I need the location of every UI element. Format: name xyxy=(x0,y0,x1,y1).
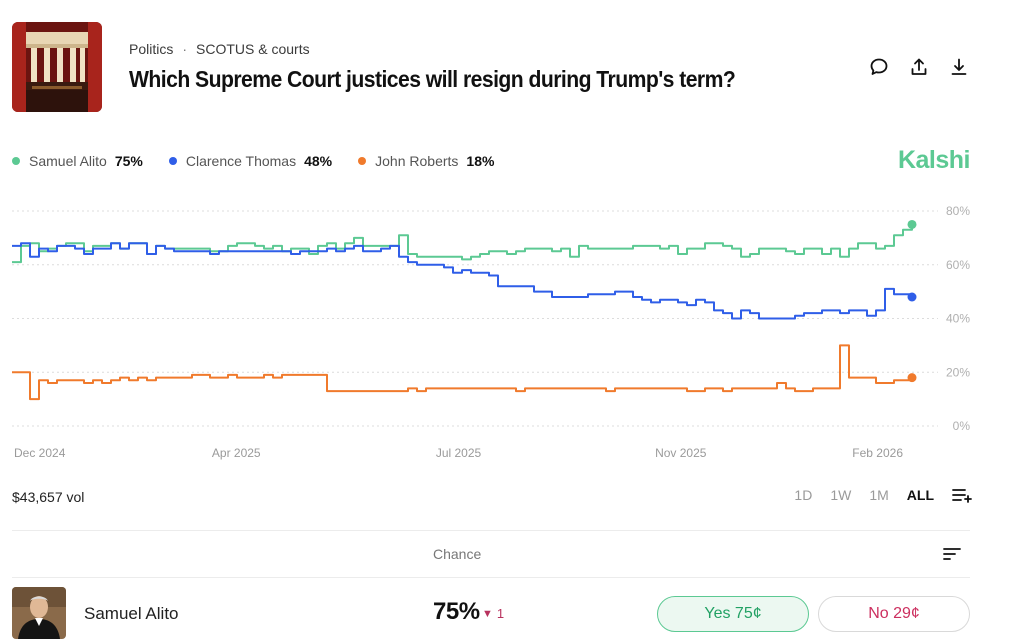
series-endpoint-clarence-thomas xyxy=(907,292,917,302)
buy-yes-button[interactable]: Yes 75¢ xyxy=(657,596,809,632)
breadcrumb-separator: · xyxy=(182,41,188,57)
share-icon[interactable] xyxy=(908,56,930,78)
sort-icon[interactable] xyxy=(942,546,962,567)
x-tick-label: Dec 2024 xyxy=(14,446,66,460)
range-all-button[interactable]: ALL xyxy=(906,487,934,503)
buy-no-button[interactable]: No 29¢ xyxy=(818,596,970,632)
download-icon[interactable] xyxy=(948,56,970,78)
legend-dot-alito xyxy=(12,157,20,165)
range-1w-button[interactable]: 1W xyxy=(830,487,852,503)
legend-item-alito: Samuel Alito 75% xyxy=(12,153,143,169)
supreme-court-thumbnail xyxy=(12,22,102,112)
outcomes-table-header: Chance xyxy=(12,532,970,576)
legend-name: John Roberts xyxy=(375,153,459,169)
chance-column-header: Chance xyxy=(433,546,482,562)
y-tick-label: 20% xyxy=(946,365,970,379)
series-endpoint-john-roberts xyxy=(907,373,917,383)
chance-change: ▼ 1 xyxy=(482,606,504,621)
y-tick-label: 80% xyxy=(946,204,970,218)
legend-item-thomas: Clarence Thomas 48% xyxy=(168,153,333,169)
y-tick-label: 60% xyxy=(946,258,970,272)
y-tick-label: 40% xyxy=(946,312,970,326)
outcome-chance: 75% xyxy=(433,598,480,625)
outcome-name: Samuel Alito xyxy=(84,604,179,623)
price-history-chart: 80% 60% 40% 20% 0% Dec 2024 Apr 2025 Jul 2025 No… xyxy=(12,204,971,460)
y-tick-label: 0% xyxy=(953,419,971,433)
avatar xyxy=(12,587,66,639)
page-title: Which Supreme Court justices will resign… xyxy=(129,66,736,92)
down-arrow-icon: ▼ xyxy=(482,607,493,620)
volume-label: $43,657 vol xyxy=(12,489,85,505)
legend-item-roberts: John Roberts 18% xyxy=(358,153,494,169)
legend-name: Clarence Thomas xyxy=(185,153,297,169)
legend-dot-thomas xyxy=(168,157,177,165)
x-tick-label: Apr 2025 xyxy=(212,446,261,460)
add-series-icon[interactable] xyxy=(952,487,972,503)
x-tick-label: Feb 2026 xyxy=(852,446,903,460)
breadcrumb-category[interactable]: Politics xyxy=(129,41,174,57)
market-header: Politics · SCOTUS & courts Which Supreme… xyxy=(12,22,970,112)
breadcrumb-subcategory[interactable]: SCOTUS & courts xyxy=(196,41,310,57)
comment-icon[interactable] xyxy=(868,56,890,78)
change-value: 1 xyxy=(496,606,505,621)
chart-legend: Samuel Alito 75% Clarence Thomas 48% Joh… xyxy=(12,153,520,169)
x-tick-label: Nov 2025 xyxy=(655,446,707,460)
divider xyxy=(12,530,970,531)
legend-dot-roberts xyxy=(358,157,367,165)
time-range-selector: 1D 1W 1M ALL xyxy=(794,487,972,503)
range-1m-button[interactable]: 1M xyxy=(869,487,889,503)
kalshi-logo: Kalshi xyxy=(897,146,971,174)
series-line-clarence-thomas xyxy=(12,242,913,320)
divider xyxy=(12,577,970,578)
legend-value: 48% xyxy=(304,153,333,169)
x-tick-label: Jul 2025 xyxy=(436,446,482,460)
series-endpoint-samuel-alito xyxy=(907,219,917,229)
range-1d-button[interactable]: 1D xyxy=(794,487,813,503)
header-actions xyxy=(868,56,970,78)
breadcrumb: Politics · SCOTUS & courts xyxy=(129,41,310,57)
legend-name: Samuel Alito xyxy=(29,153,107,169)
outcome-row[interactable]: Samuel Alito 75% ▼ 1 Yes 75¢ No 29¢ xyxy=(12,580,970,643)
series-line-john-roberts xyxy=(12,344,913,401)
legend-value: 18% xyxy=(466,153,495,169)
legend-value: 75% xyxy=(114,153,143,169)
